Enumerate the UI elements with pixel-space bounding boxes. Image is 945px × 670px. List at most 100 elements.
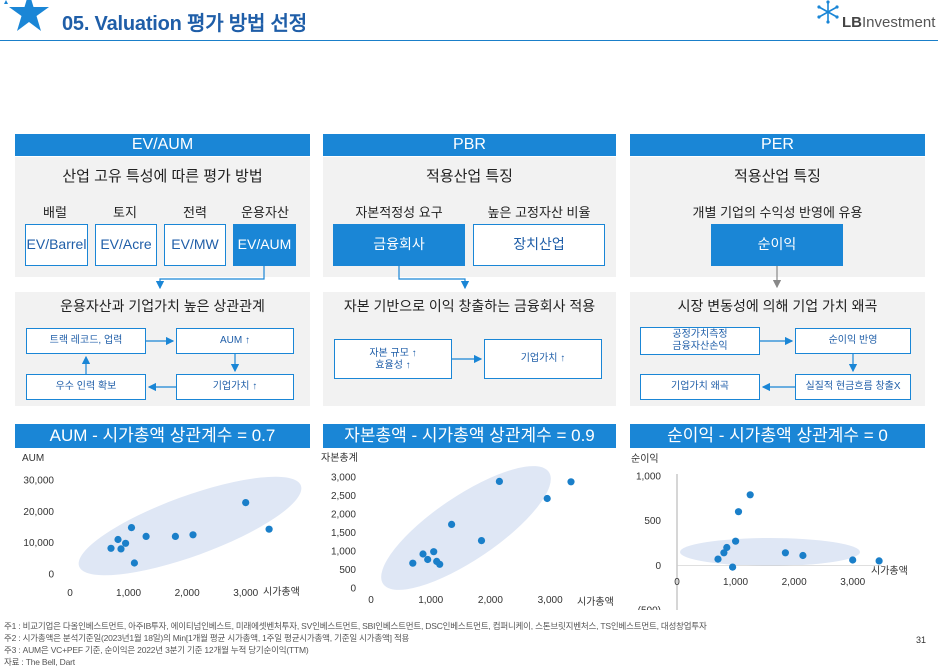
company-logo: LBInvestment [842, 14, 936, 31]
flow-fair-value-line2: 금융자산손익 [672, 341, 728, 352]
per-band-title: 시장 변동성에 의해 기업 가치 왜곡 [677, 298, 878, 314]
x-tick-label: 1,000 [116, 588, 141, 599]
equity-scatter-chart: 0 500 1,000 1,500 2,000 2,500 3,000 0 1,000 2,000… [321, 452, 614, 608]
x-tick-label: 0 [67, 588, 73, 599]
data-point [849, 556, 857, 564]
x-tick-label: 0 [368, 595, 374, 606]
flow-arrows [81, 266, 858, 392]
ev-aum-subtitle: 산업 고유 특성에 따른 평가 방법 [62, 168, 263, 185]
y-tick-label: 0 [655, 561, 661, 572]
data-point [419, 550, 427, 558]
flow-income-reflect: 순이익 반영 [795, 328, 911, 354]
data-point [424, 555, 432, 564]
x-tick-label: 1,000 [723, 577, 748, 588]
equity-corr-banner: 자본총액 - 시가총액 상관계수 = 0.9 [323, 424, 616, 448]
y-tick-label: (500) [638, 606, 661, 611]
data-point [117, 545, 125, 553]
flow-efficiency: 효율성 ↑ [375, 360, 411, 371]
ev-mw-box: EV/MW [164, 224, 226, 266]
x-tick-label: 2,000 [175, 588, 200, 599]
footnote-1: 주1 : 비교기업은 다올인베스트먼트, 아주IB투자, 에이티넘인베스트, 미… [4, 621, 707, 631]
data-point [875, 557, 883, 565]
x-tick-label: 3,000 [840, 577, 865, 588]
flow-capital-size: 자본 규모 ↑ [369, 348, 417, 359]
flow-fair-value-line1: 공정가치측정 [672, 329, 728, 340]
data-point [746, 491, 754, 499]
data-point [567, 478, 575, 486]
flow-pbr-value-up: 기업가치 ↑ [484, 339, 602, 379]
equipment-industry-box: 장치산업 [473, 224, 605, 266]
flow-value-distortion: 기업가치 왜곡 [640, 374, 760, 400]
data-point [142, 532, 150, 540]
data-point [729, 563, 737, 571]
per-subtitle: 적용산업 특징 [734, 168, 821, 185]
footnote-3: 주3 : AUM은 VC+PEF 기준, 순이익은 2022년 3분기 기준 1… [4, 645, 309, 655]
data-point [734, 508, 743, 516]
y-axis-label: AUM [22, 453, 44, 464]
footnote-2: 주2 : 시가총액은 분석기준일(2023년1월 18일)의 Min[1개월 평… [4, 633, 410, 643]
snowflake-logo-icon [817, 0, 839, 24]
y-tick-label: 500 [644, 516, 661, 527]
cluster-ellipse [680, 538, 860, 566]
data-point [127, 524, 136, 532]
label-barrel: 배럴 [43, 205, 67, 220]
data-point [732, 537, 740, 545]
per-heading: PER [630, 134, 925, 156]
data-point [430, 548, 438, 556]
flow-talent: 우수 인력 확보 [26, 374, 146, 400]
flow-capital-efficiency: 자본 규모 ↑ 효율성 ↑ [334, 339, 452, 379]
flow-value-up: 기업가치 ↑ [176, 374, 294, 400]
pbr-heading: PBR [323, 134, 616, 156]
footnote-source: 자료 : The Bell, Dart [4, 657, 75, 667]
net-income-box: 순이익 [711, 224, 843, 266]
y-tick-label: 3,000 [331, 473, 356, 484]
flow-fair-value: 공정가치측정 금융자산손익 [640, 327, 760, 355]
star-icon [4, 0, 49, 31]
x-axis-label: 시가총액 [871, 565, 908, 577]
label-power: 전력 [183, 205, 207, 220]
data-point [477, 537, 486, 545]
ev-acre-box: EV/Acre [95, 224, 157, 266]
data-point [265, 525, 273, 533]
y-tick-label: 0 [48, 570, 54, 581]
page-title: 05. Valuation 평가 방법 선정 [62, 13, 307, 35]
data-point [714, 555, 722, 563]
data-point [436, 560, 444, 568]
x-axis-label: 시가총액 [263, 586, 300, 598]
data-point [781, 549, 789, 557]
financial-company-box: 금융회사 [333, 224, 465, 266]
y-tick-label: 1,500 [331, 528, 356, 539]
data-point [409, 559, 417, 567]
y-tick-label: 30,000 [23, 476, 54, 487]
flow-track-record: 트랙 레코드, 업력 [26, 328, 146, 354]
y-tick-label: 0 [350, 584, 356, 595]
y-tick-label: 500 [339, 565, 356, 576]
cluster-ellipse [381, 466, 551, 590]
y-tick-label: 1,000 [636, 472, 661, 483]
y-tick-label: 1,000 [331, 547, 356, 558]
x-tick-label: 3,000 [538, 595, 563, 606]
y-tick-label: 2,500 [331, 491, 356, 502]
flow-no-cashflow: 실질적 현금흐름 창출X [795, 374, 911, 400]
pbr-subtitle: 적용산업 특징 [426, 168, 513, 185]
data-point [122, 539, 130, 547]
header-divider [0, 40, 938, 41]
label-fixed-asset: 높은 고정자산 비율 [487, 205, 591, 220]
pbr-band-title: 자본 기반으로 이익 창출하는 금융회사 적용 [343, 298, 596, 314]
y-tick-label: 2,000 [331, 510, 356, 521]
label-aum: 운용자산 [241, 205, 289, 220]
ev-aum-box: EV/AUM [233, 224, 296, 266]
flow-aum-up: AUM ↑ [176, 328, 294, 354]
data-point [448, 520, 456, 528]
y-tick-label: 20,000 [23, 507, 54, 518]
aum-corr-banner: AUM - 시가총액 상관계수 = 0.7 [15, 424, 310, 448]
data-point [130, 559, 138, 567]
y-axis-label: 자본총계 [321, 452, 358, 464]
data-point [495, 477, 503, 485]
data-point [242, 499, 250, 507]
ev-aum-band-title: 운용자산과 기업가치 높은 상관관계 [60, 298, 265, 314]
x-axis-label: 시가총액 [577, 596, 614, 608]
y-axis-label: 순이익 [631, 453, 659, 465]
label-profitability: 개별 기업의 수익성 반영에 유용 [692, 205, 863, 220]
